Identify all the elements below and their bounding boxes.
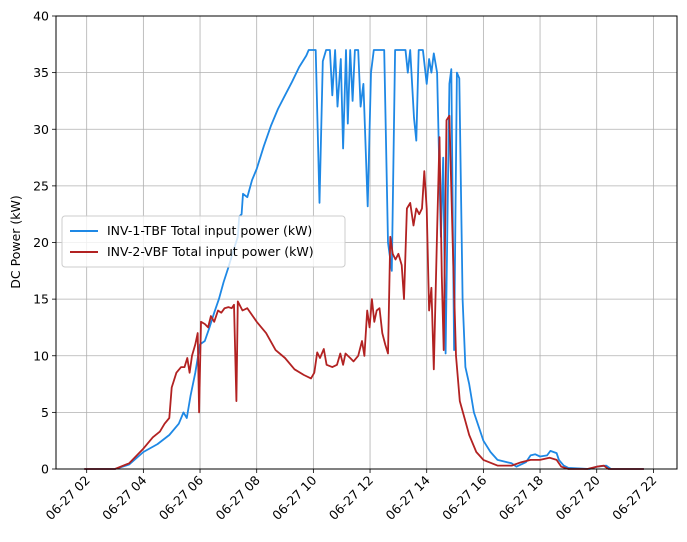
legend-box xyxy=(61,215,346,268)
legend: INV-1-TBF Total input power (kW) INV-2-V… xyxy=(61,215,346,268)
series-line-2 xyxy=(84,114,644,470)
legend-label-inv2: INV-2-VBF Total input power (kW) xyxy=(107,244,314,259)
y-tick-label: 35 xyxy=(33,65,49,80)
y-tick-label: 5 xyxy=(41,405,49,420)
y-tick-label: 25 xyxy=(33,178,49,193)
y-axis-ticks: 0 5 10 15 20 25 30 35 40 xyxy=(33,9,56,477)
y-tick-label: 0 xyxy=(41,462,49,477)
legend-label-inv1: INV-1-TBF Total input power (kW) xyxy=(107,223,312,238)
y-tick-label: 20 xyxy=(33,235,49,250)
y-tick-label: 40 xyxy=(33,9,49,24)
y-axis-label: DC Power (kW) xyxy=(8,195,23,288)
y-tick-label: 30 xyxy=(33,122,49,137)
y-tick-label: 10 xyxy=(33,348,49,363)
y-tick-label: 15 xyxy=(33,292,49,307)
